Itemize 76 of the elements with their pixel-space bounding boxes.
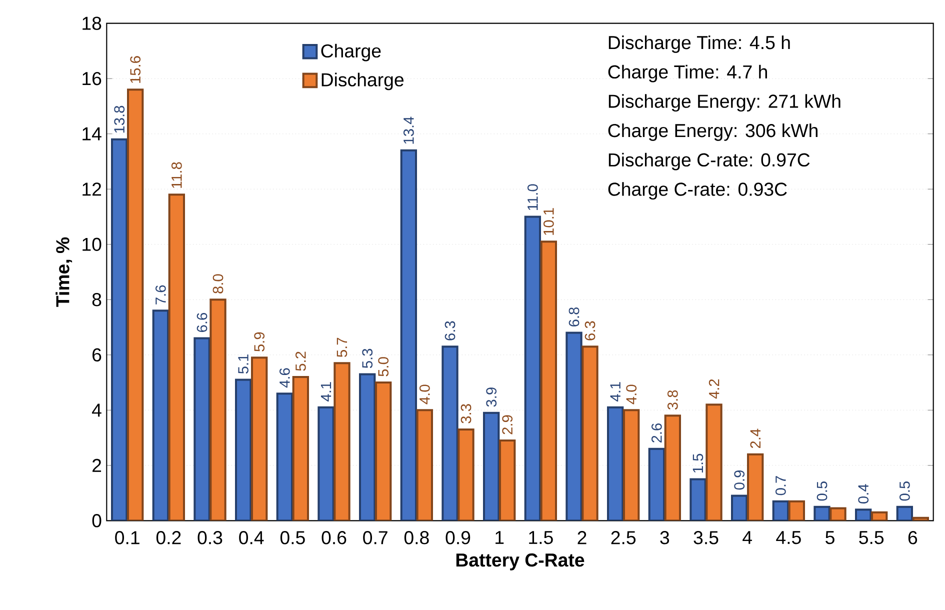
legend-label: Charge [321,44,381,62]
data-label: 8.0 [212,274,224,294]
data-label: 15.6 [130,56,141,83]
x-tick-label: 4.5 [776,531,801,544]
annotation: Charge Time: 4.7 h [608,64,767,82]
x-tick-label: 1 [496,531,504,544]
data-label: 0.5 [816,481,828,501]
x-tick-label: 6 [908,531,918,544]
data-label: 7.6 [155,285,166,304]
data-label: 4.0 [419,384,430,404]
data-label: 0.7 [776,476,786,496]
data-label: 4.2 [708,379,720,399]
data-label: 5.7 [336,338,348,357]
annotation: Charge C-rate: 0.93C [608,182,787,200]
y-tick-label: 10 [82,238,102,251]
data-label: 4.1 [320,382,332,402]
data-label: 1.5 [692,454,704,473]
data-label: 13.4 [403,116,414,144]
x-tick-label: 0.2 [156,531,181,544]
data-label: 0.5 [900,481,910,501]
data-label: 6.6 [196,312,208,332]
data-label: 2.9 [502,415,513,434]
data-label: 10.1 [543,208,554,235]
y-tick-label: 6 [92,348,102,362]
data-label: 4.0 [626,384,637,404]
annotation: Charge Energy: 306 kWh [608,123,818,141]
x-tick-label: 4 [742,531,752,544]
data-label: 3.9 [486,388,497,407]
y-tick-label: 0 [92,514,102,528]
x-tick-label: 0.9 [446,531,470,544]
data-label: 5.2 [295,352,306,371]
y-tick-label: 12 [82,182,102,196]
data-label: 2.6 [652,423,662,442]
x-tick-label: 0.6 [322,531,346,544]
x-tick-label: 0.5 [280,531,305,544]
data-label: 11.8 [171,162,182,188]
annotation: Discharge Time: 4.5 h [608,35,790,53]
data-label: 2.4 [750,428,760,448]
y-tick-label: 18 [82,16,102,30]
y-tick-label: 16 [82,72,102,86]
x-tick-label: 0.8 [404,531,429,544]
y-tick-label: 4 [92,404,102,417]
x-tick-label: 3.5 [694,531,718,544]
data-label: 3.3 [460,404,472,424]
data-label: 0.4 [858,484,869,504]
data-label: 4.1 [610,382,620,402]
data-label: 6.8 [568,307,580,326]
data-label: 5.0 [378,357,389,376]
x-tick-label: 5.5 [859,531,884,544]
y-tick-label: 8 [92,293,102,306]
x-tick-label: 5 [826,531,834,544]
annotation: Discharge Energy: 271 kWh [608,94,840,112]
data-label: 5.3 [362,348,373,368]
x-tick-label: 3 [660,531,670,544]
x-tick-label: 2 [578,531,586,544]
x-tick-label: 0.1 [115,531,140,544]
data-label: 6.3 [584,321,596,340]
data-label: 6.3 [444,321,456,340]
x-tick-label: 2.5 [611,531,636,544]
y-tick-label: 14 [82,127,102,140]
data-label: 5.9 [254,332,265,352]
x-tick-label: 0.7 [363,531,388,544]
y-tick-label: 2 [92,458,102,472]
y-axis-title: Time, % [56,237,72,307]
data-label: 0.9 [734,470,745,490]
data-label: 4.6 [279,368,290,388]
data-label: 13.8 [114,106,125,133]
annotation: Discharge C-rate: 0.97C [608,152,810,170]
x-tick-label: 0.3 [198,531,222,544]
legend-label: Discharge [322,72,404,90]
data-label: 5.1 [238,354,248,374]
data-label: 11.0 [527,184,538,210]
x-axis-title: Battery C-Rate [456,553,584,570]
x-tick-label: 0.4 [239,531,264,544]
x-tick-label: 1.5 [529,531,553,544]
data-label: 3.8 [667,390,678,410]
